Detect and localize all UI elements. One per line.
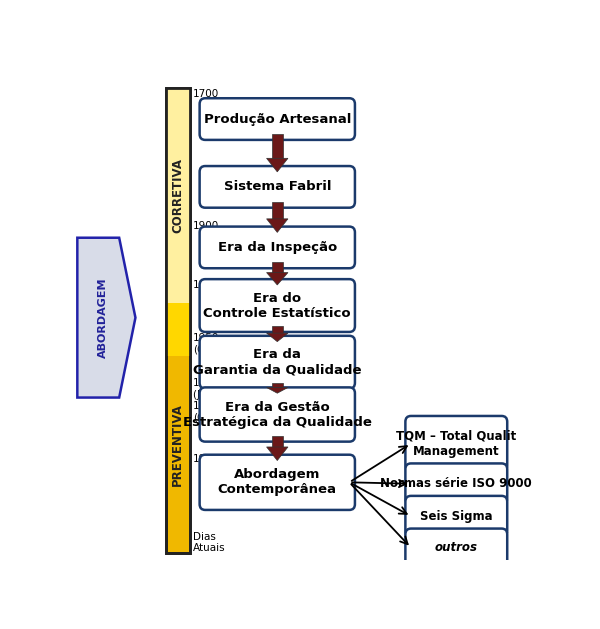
- Text: Era do
Controle Estatístico: Era do Controle Estatístico: [203, 291, 351, 320]
- Text: Era da Gestão
Estratégica da Qualidade: Era da Gestão Estratégica da Qualidade: [183, 401, 372, 428]
- FancyBboxPatch shape: [406, 464, 507, 504]
- Text: 1987: 1987: [193, 454, 220, 464]
- Bar: [166, 87, 190, 303]
- FancyBboxPatch shape: [200, 455, 355, 510]
- FancyBboxPatch shape: [406, 416, 507, 471]
- Text: 1900: 1900: [193, 221, 220, 231]
- FancyBboxPatch shape: [200, 336, 355, 389]
- Text: Era da Inspeção: Era da Inspeção: [218, 241, 337, 254]
- Polygon shape: [266, 159, 288, 172]
- Bar: [166, 87, 190, 552]
- FancyBboxPatch shape: [406, 528, 507, 567]
- Bar: [272, 383, 283, 387]
- Text: 1950
(Ocidente): 1950 (Ocidente): [193, 333, 248, 355]
- FancyBboxPatch shape: [200, 166, 355, 208]
- FancyBboxPatch shape: [200, 279, 355, 332]
- Bar: [272, 134, 283, 159]
- Polygon shape: [77, 238, 136, 398]
- Polygon shape: [266, 333, 288, 342]
- Text: TQM – Total Qualit
Management: TQM – Total Qualit Management: [396, 430, 517, 457]
- Text: PREVENTIVA: PREVENTIVA: [171, 403, 184, 486]
- Text: 1930: 1930: [193, 280, 220, 290]
- Text: Seis Sigma: Seis Sigma: [420, 509, 493, 523]
- Bar: [272, 436, 283, 447]
- Text: ABORDAGEM: ABORDAGEM: [98, 277, 108, 358]
- Bar: [272, 202, 283, 219]
- Bar: [166, 303, 190, 357]
- Polygon shape: [266, 219, 288, 232]
- FancyBboxPatch shape: [406, 496, 507, 537]
- Text: Normas série ISO 9000: Normas série ISO 9000: [380, 477, 532, 490]
- Polygon shape: [266, 272, 288, 285]
- Bar: [272, 326, 283, 333]
- FancyBboxPatch shape: [200, 226, 355, 268]
- Polygon shape: [266, 387, 288, 393]
- Text: outros: outros: [435, 541, 478, 554]
- Text: 1950
(Japão)  e
1970
(Ocidente): 1950 (Japão) e 1970 (Ocidente): [193, 378, 248, 423]
- Text: Abordagem
Contemporânea: Abordagem Contemporânea: [218, 469, 337, 496]
- Text: Sistema Fabril: Sistema Fabril: [224, 181, 331, 193]
- Text: CORRETIVA: CORRETIVA: [171, 158, 184, 233]
- Polygon shape: [266, 447, 288, 460]
- Text: Era da
Garantia da Qualidade: Era da Garantia da Qualidade: [193, 348, 362, 376]
- Bar: [166, 87, 190, 552]
- Text: Produção Artesanal: Produção Artesanal: [203, 113, 351, 126]
- Text: 1700: 1700: [193, 89, 220, 99]
- Bar: [272, 262, 283, 272]
- Text: Dias
Atuais: Dias Atuais: [193, 532, 226, 554]
- FancyBboxPatch shape: [200, 387, 355, 442]
- FancyBboxPatch shape: [200, 98, 355, 140]
